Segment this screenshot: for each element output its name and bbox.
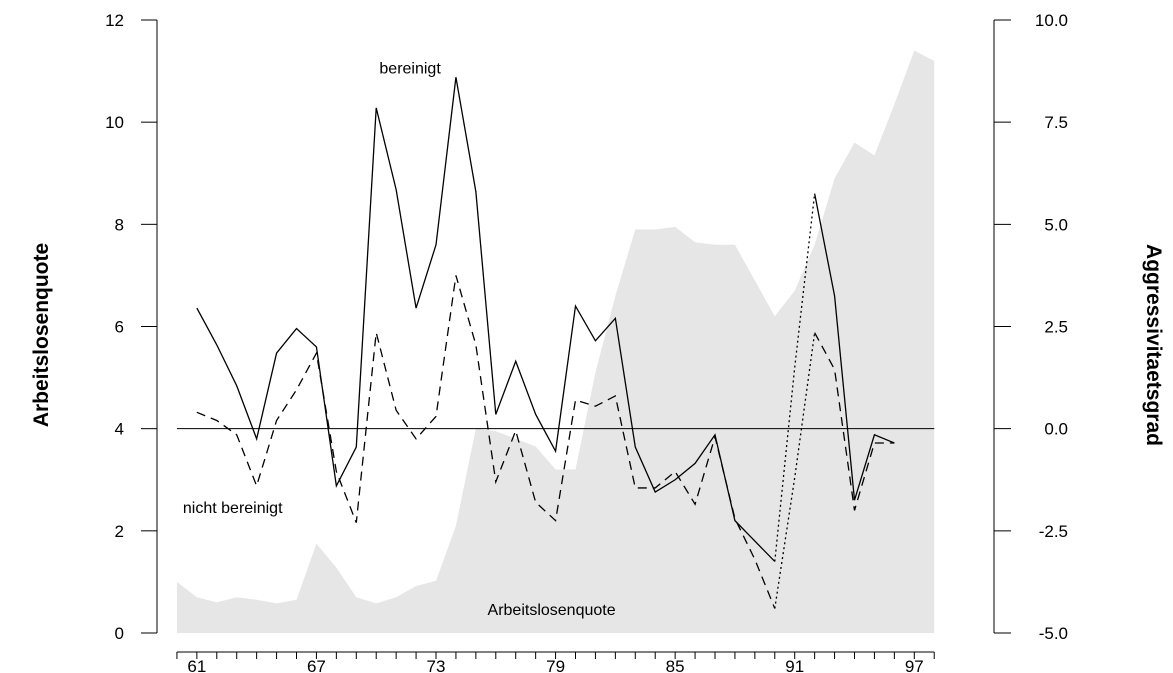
y-right-tick-label: 2.5 bbox=[1044, 318, 1068, 337]
y-right-tick-label: -2.5 bbox=[1039, 522, 1068, 541]
x-tick-label: 91 bbox=[785, 657, 804, 673]
unemployment-area bbox=[176, 50, 935, 633]
series-line-solid-1 bbox=[814, 193, 895, 501]
annotation-label: Arbeitslosenquote bbox=[488, 602, 616, 619]
x-tick-label: 67 bbox=[307, 657, 326, 673]
series-line-dashed-3 bbox=[814, 332, 895, 511]
series-lines bbox=[196, 77, 895, 609]
y-left-tick-label: 6 bbox=[115, 318, 124, 337]
x-tick-label: 73 bbox=[427, 657, 446, 673]
annotation-label: nicht bereinigt bbox=[183, 500, 283, 517]
series-line-dotted-5 bbox=[774, 193, 816, 562]
annotation-label: bereinigt bbox=[379, 61, 441, 78]
x-tick-label: 85 bbox=[666, 657, 685, 673]
y-right-tick-label: 10.0 bbox=[1035, 11, 1068, 30]
y-left-tick-label: 0 bbox=[115, 624, 124, 643]
series-line-dashed-2 bbox=[196, 275, 776, 609]
y-axis-left-title: Arbeitslosenquote bbox=[30, 243, 53, 427]
x-tick-label: 61 bbox=[187, 657, 206, 673]
area-arbeitslosenquote bbox=[176, 50, 935, 633]
y-left-tick-label: 10 bbox=[105, 113, 124, 132]
y-right-tick-label: -5.0 bbox=[1039, 624, 1068, 643]
y-left-tick-label: 12 bbox=[105, 11, 124, 30]
y-axis-right-title: Aggressivitaetsgrad bbox=[1142, 244, 1165, 446]
y-right-tick-label: 0.0 bbox=[1044, 420, 1068, 439]
x-tick-label: 79 bbox=[546, 657, 565, 673]
y-right-tick-label: 5.0 bbox=[1044, 215, 1068, 234]
annotations: bereinigt nicht bereinigt Arbeitslosenquot… bbox=[183, 61, 616, 619]
y-right-tick-label: 7.5 bbox=[1044, 113, 1068, 132]
y-left-tick-label: 4 bbox=[115, 420, 124, 439]
axes: 61 67 73 79 85 91 97 0 2 4 6 8 10 12 -5.0 -2.5 0.0 2.5 5.0… bbox=[105, 11, 1068, 673]
y-left-tick-label: 8 bbox=[115, 215, 124, 234]
y-left-tick-label: 2 bbox=[115, 522, 124, 541]
x-tick-label: 97 bbox=[905, 657, 924, 673]
